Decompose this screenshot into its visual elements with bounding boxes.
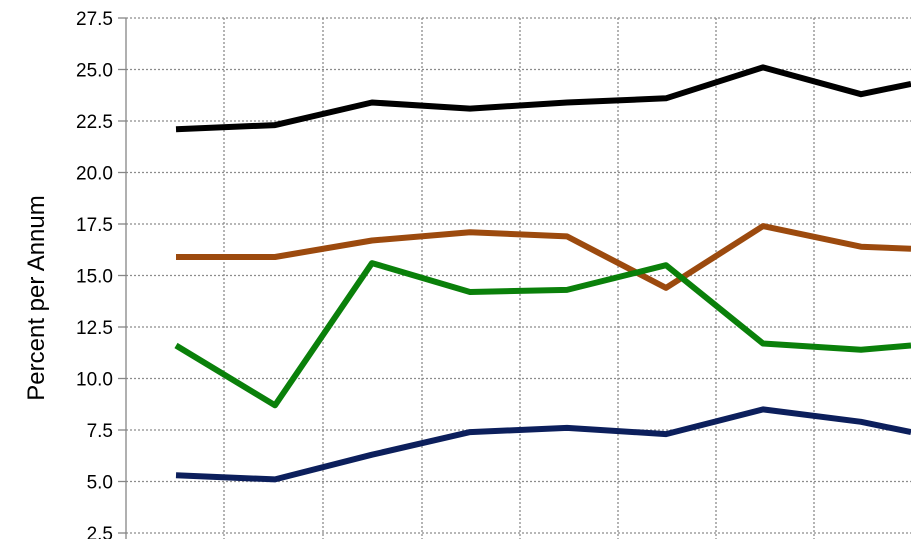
y-tick-label: 22.5 <box>76 112 113 133</box>
series-line-4 <box>175 406 911 483</box>
series-line-3 <box>174 260 911 409</box>
y-tick-label: 25.0 <box>76 61 113 82</box>
y-tick-label: 12.5 <box>76 318 113 339</box>
y-tick-label: 17.5 <box>76 215 113 236</box>
axes <box>118 17 127 539</box>
series-lines <box>174 64 911 483</box>
y-axis-title: Percent per Annum <box>23 195 50 400</box>
series-line-1 <box>175 64 911 133</box>
y-tick-label: 20.0 <box>76 164 113 185</box>
y-tick-label: 5.0 <box>87 473 113 494</box>
y-tick-label: 2.5 <box>87 524 113 539</box>
y-tick-label: 10.0 <box>76 370 113 391</box>
y-tick-label: 7.5 <box>87 421 113 442</box>
y-tick-labels: 2.5 5.0 7.5 10.0 12.5 15.0 17.5 20.0 22.5 25.0 27.… <box>76 9 113 539</box>
y-tick-label: 15.0 <box>76 267 113 288</box>
y-tick-label: 27.5 <box>76 9 113 30</box>
grid <box>126 17 911 539</box>
series-line-2 <box>176 223 911 291</box>
